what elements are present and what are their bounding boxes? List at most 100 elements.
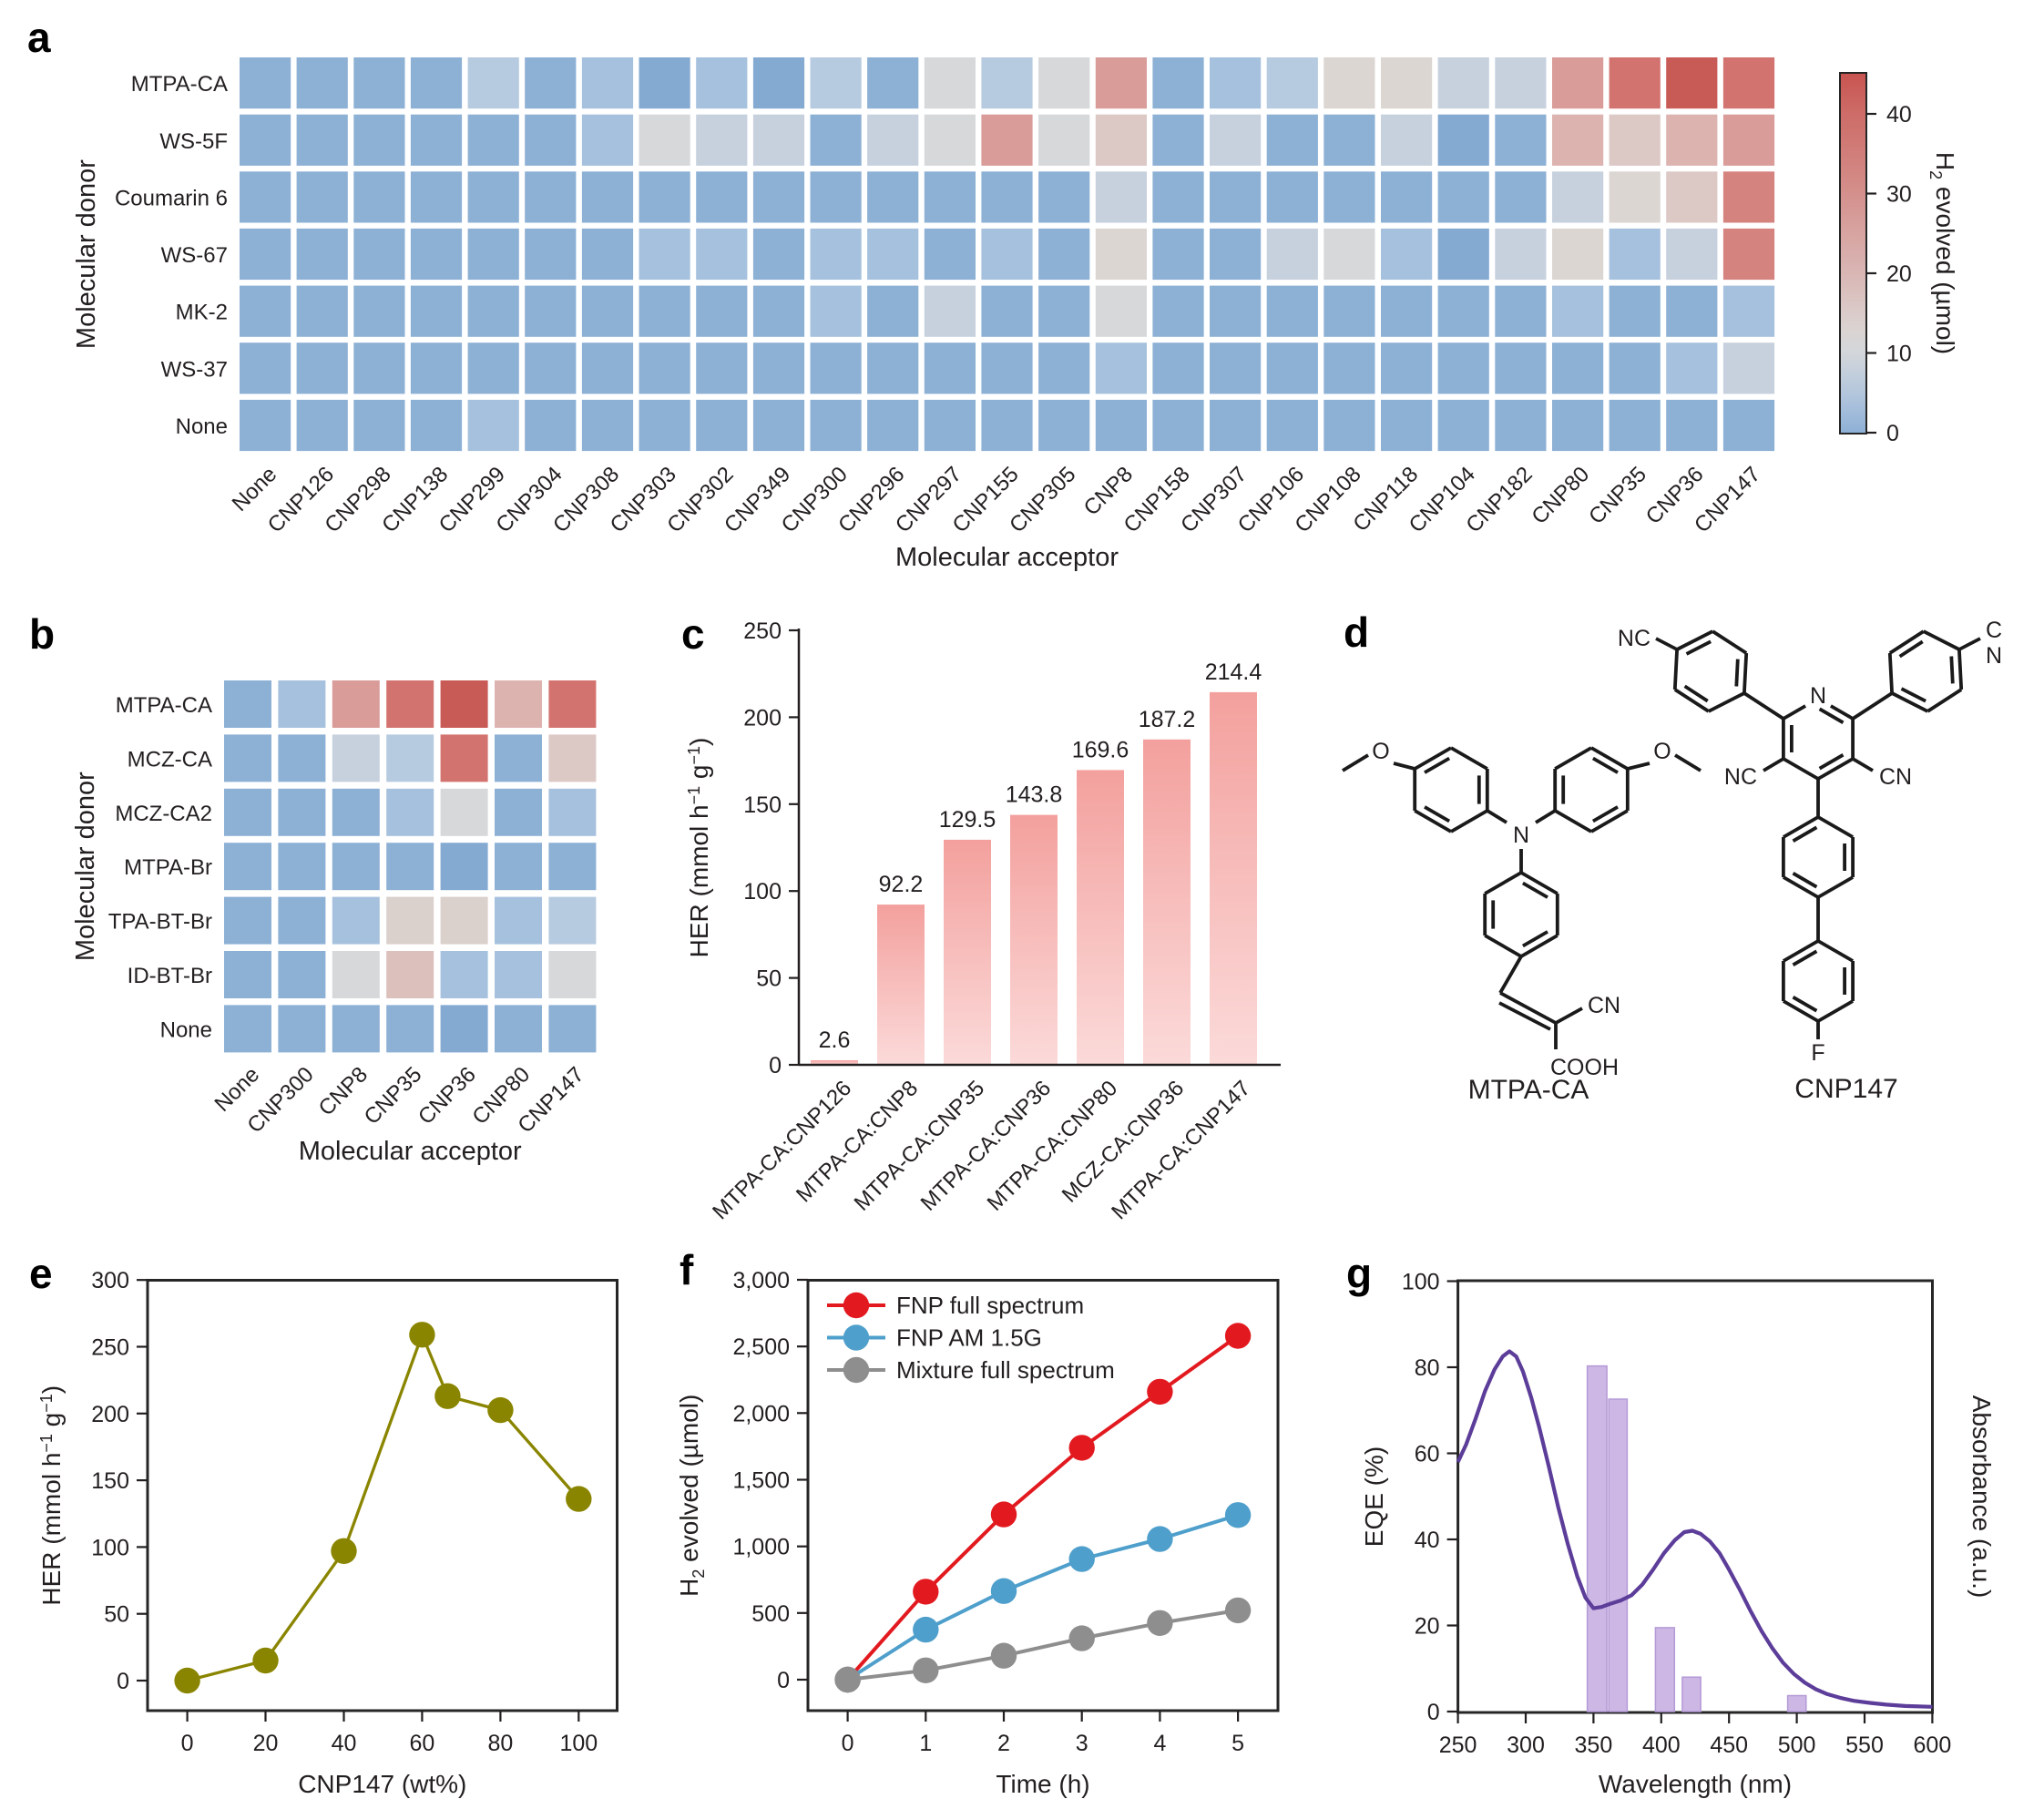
svg-text:Coumarin 6: Coumarin 6	[115, 186, 228, 210]
svg-text:Time (h): Time (h)	[996, 1770, 1089, 1798]
svg-text:40: 40	[1886, 102, 1912, 128]
svg-text:F: F	[1811, 1040, 1824, 1066]
svg-text:MTPA-Br: MTPA-Br	[124, 855, 212, 880]
svg-text:CNP147 (wt%): CNP147 (wt%)	[298, 1770, 466, 1798]
svg-text:CN: CN	[1588, 993, 1620, 1018]
svg-text:100: 100	[559, 1731, 598, 1756]
svg-text:300: 300	[1507, 1733, 1545, 1758]
svg-text:80: 80	[487, 1731, 513, 1756]
svg-text:e: e	[29, 1250, 53, 1297]
svg-text:143.8: 143.8	[1006, 782, 1063, 808]
svg-text:NC: NC	[1724, 764, 1757, 790]
svg-text:O: O	[1653, 739, 1671, 764]
svg-text:Molecular acceptor: Molecular acceptor	[895, 543, 1119, 572]
svg-text:ID-BT-Br: ID-BT-Br	[128, 964, 212, 988]
svg-text:40: 40	[332, 1731, 357, 1756]
svg-text:f: f	[680, 1246, 694, 1293]
svg-text:550: 550	[1845, 1733, 1884, 1758]
svg-text:CNP147: CNP147	[1794, 1074, 1897, 1104]
svg-text:FNP full spectrum: FNP full spectrum	[896, 1292, 1084, 1319]
svg-text:3,000: 3,000	[732, 1268, 790, 1293]
svg-text:50: 50	[104, 1602, 129, 1628]
svg-text:169.6: 169.6	[1072, 737, 1129, 762]
svg-text:350: 350	[1575, 1733, 1613, 1758]
svg-text:C: C	[1986, 618, 2002, 643]
svg-text:4: 4	[1153, 1731, 1166, 1756]
svg-text:300: 300	[91, 1268, 129, 1293]
svg-text:NC: NC	[1618, 626, 1651, 651]
svg-text:20: 20	[253, 1731, 279, 1756]
svg-text:1,500: 1,500	[732, 1468, 790, 1494]
svg-text:Molecular donor: Molecular donor	[71, 772, 100, 961]
svg-text:250: 250	[743, 618, 782, 644]
svg-text:10: 10	[1886, 342, 1912, 367]
svg-text:MCZ-CA2: MCZ-CA2	[115, 802, 212, 826]
svg-text:200: 200	[91, 1402, 129, 1427]
svg-text:TPA-BT-Br: TPA-BT-Br	[108, 910, 212, 935]
svg-text:100: 100	[743, 879, 782, 905]
svg-text:100: 100	[91, 1535, 129, 1560]
svg-text:2: 2	[997, 1731, 1010, 1756]
svg-text:60: 60	[409, 1731, 434, 1756]
svg-text:EQE (%): EQE (%)	[1360, 1446, 1388, 1547]
svg-text:2,500: 2,500	[732, 1334, 790, 1360]
svg-text:N: N	[1810, 683, 1826, 709]
svg-text:150: 150	[743, 792, 782, 818]
svg-text:0: 0	[1427, 1700, 1440, 1725]
svg-text:Molecular donor: Molecular donor	[72, 159, 101, 349]
svg-text:H2 evolved (µmol): H2 evolved (µmol)	[1926, 152, 1959, 354]
svg-text:N: N	[1986, 643, 2002, 669]
svg-text:Wavelength (nm): Wavelength (nm)	[1599, 1770, 1792, 1798]
svg-text:HER (mmol h−1 g−1): HER (mmol h−1 g−1)	[685, 738, 713, 958]
svg-text:150: 150	[91, 1468, 129, 1494]
svg-text:MCZ-CA: MCZ-CA	[128, 747, 212, 772]
svg-text:50: 50	[756, 966, 782, 992]
svg-text:250: 250	[91, 1335, 129, 1361]
svg-text:500: 500	[751, 1601, 790, 1627]
svg-text:500: 500	[1778, 1733, 1816, 1758]
svg-text:60: 60	[1415, 1442, 1440, 1467]
svg-text:80: 80	[1415, 1355, 1440, 1381]
svg-text:Molecular acceptor: Molecular acceptor	[299, 1137, 522, 1166]
svg-text:b: b	[29, 610, 55, 658]
svg-text:0: 0	[1886, 421, 1899, 446]
svg-text:600: 600	[1914, 1733, 1952, 1758]
svg-text:MTPA-CA: MTPA-CA	[1468, 1075, 1589, 1105]
svg-text:0: 0	[181, 1731, 194, 1756]
svg-text:20: 20	[1415, 1614, 1440, 1640]
svg-text:30: 30	[1886, 182, 1912, 208]
svg-text:H2 evolved (µmol): H2 evolved (µmol)	[675, 1395, 708, 1597]
svg-text:MTPA-CA: MTPA-CA	[116, 693, 212, 718]
svg-text:100: 100	[1402, 1270, 1440, 1295]
svg-text:20: 20	[1886, 261, 1912, 287]
svg-text:92.2: 92.2	[879, 872, 924, 897]
svg-text:None: None	[160, 1017, 212, 1042]
svg-text:400: 400	[1642, 1733, 1681, 1758]
svg-text:1,000: 1,000	[732, 1535, 790, 1560]
svg-text:FNP AM 1.5G: FNP AM 1.5G	[896, 1324, 1042, 1352]
svg-text:None: None	[176, 414, 228, 439]
svg-text:c: c	[681, 610, 705, 658]
svg-text:0: 0	[842, 1731, 854, 1756]
svg-text:COOH: COOH	[1550, 1055, 1619, 1080]
svg-text:0: 0	[117, 1669, 129, 1694]
svg-text:WS-67: WS-67	[161, 243, 228, 268]
svg-text:450: 450	[1710, 1733, 1748, 1758]
svg-text:200: 200	[743, 705, 782, 731]
svg-text:129.5: 129.5	[939, 807, 996, 833]
svg-text:MTPA-CA: MTPA-CA	[131, 72, 228, 97]
svg-text:CN: CN	[1879, 764, 1912, 790]
svg-text:g: g	[1346, 1250, 1372, 1297]
svg-text:0: 0	[769, 1053, 782, 1078]
svg-text:O: O	[1372, 739, 1389, 764]
svg-text:WS-5F: WS-5F	[159, 129, 228, 154]
svg-text:3: 3	[1076, 1731, 1088, 1756]
svg-text:40: 40	[1415, 1528, 1440, 1553]
svg-text:Mixture full spectrum: Mixture full spectrum	[896, 1356, 1115, 1384]
svg-text:2,000: 2,000	[732, 1401, 790, 1426]
svg-text:d: d	[1344, 608, 1369, 656]
svg-text:250: 250	[1439, 1733, 1477, 1758]
svg-text:HER (mmol h−1 g−1): HER (mmol h−1 g−1)	[37, 1385, 66, 1606]
svg-text:5: 5	[1232, 1731, 1244, 1756]
svg-text:187.2: 187.2	[1139, 707, 1196, 732]
